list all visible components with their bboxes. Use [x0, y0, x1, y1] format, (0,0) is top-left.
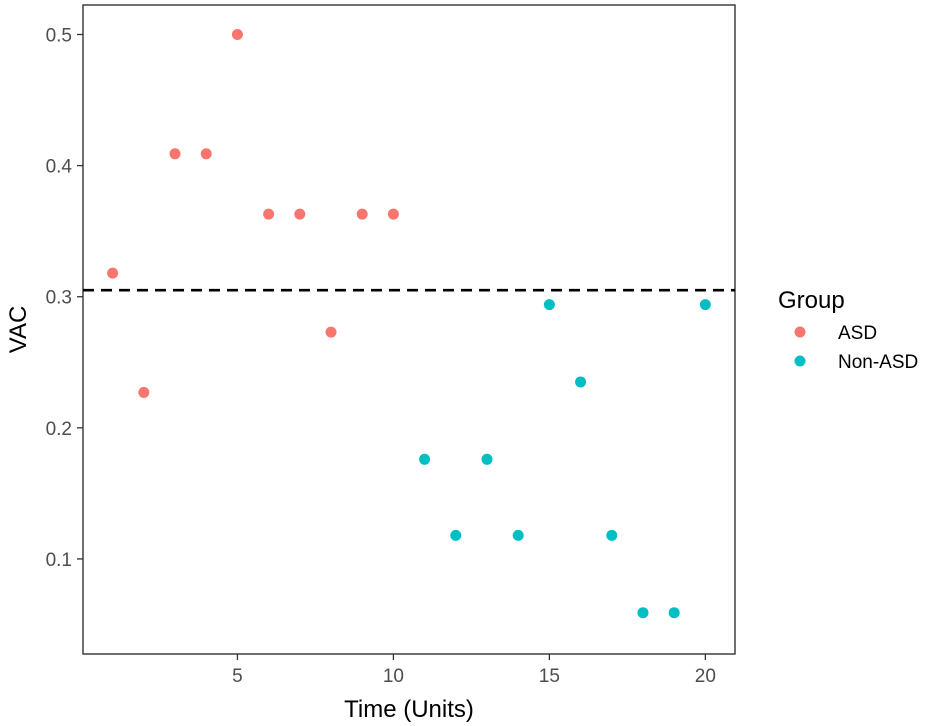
data-point-asd: [169, 148, 181, 160]
data-point-asd: [356, 208, 368, 220]
data-point-non-asd: [450, 529, 462, 541]
data-point-non-asd: [575, 376, 587, 388]
x-axis-title: Time (Units): [344, 696, 474, 723]
data-point-asd: [107, 267, 119, 279]
data-point-asd: [325, 326, 337, 338]
data-point-non-asd: [512, 529, 524, 541]
data-point-non-asd: [481, 453, 493, 465]
plot-panel: [82, 4, 736, 655]
data-point-asd: [138, 386, 150, 398]
data-point-asd: [387, 208, 399, 220]
y-tick-label: 0.3: [46, 288, 72, 309]
data-point-non-asd: [668, 607, 680, 619]
data-point-asd: [200, 148, 212, 160]
x-tick-label: 5: [232, 666, 243, 687]
y-tick-label: 0.4: [46, 157, 73, 178]
legend-title: Group: [778, 287, 845, 314]
legend-label-non-asd: Non-ASD: [838, 352, 918, 373]
legend-label-asd: ASD: [838, 323, 877, 344]
data-point-non-asd: [606, 529, 618, 541]
y-tick-label: 0.2: [46, 419, 72, 440]
x-tick-label: 20: [695, 666, 716, 687]
y-tick-label: 0.5: [46, 26, 72, 47]
data-point-non-asd: [419, 453, 431, 465]
x-tick-label: 15: [539, 666, 560, 687]
data-point-asd: [263, 208, 275, 220]
y-axis-title: VAC: [5, 306, 32, 354]
legend-key-non-asd: [794, 355, 806, 367]
data-point-non-asd: [543, 299, 555, 311]
data-point-non-asd: [699, 299, 711, 311]
legend: Group ASD Non-ASD: [778, 287, 918, 373]
data-point-non-asd: [637, 607, 649, 619]
legend-key-asd: [794, 326, 806, 338]
data-point-asd: [294, 208, 306, 220]
y-tick-label: 0.1: [46, 550, 72, 571]
x-tick-label: 10: [383, 666, 404, 687]
data-point-asd: [231, 29, 243, 40]
